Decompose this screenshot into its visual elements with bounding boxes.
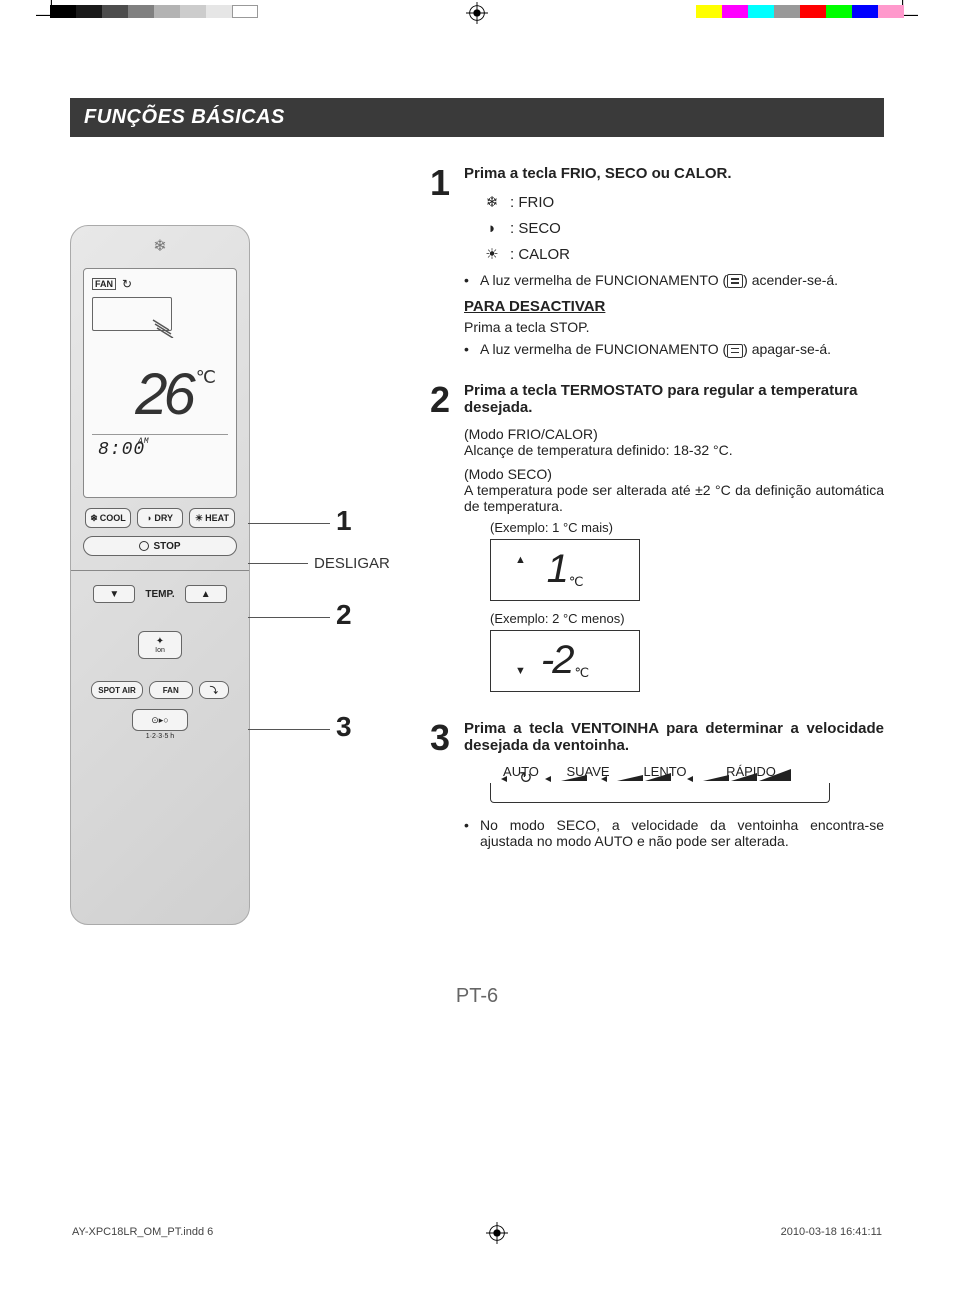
dry-mode-text: A temperatura pode ser alterada até ±2 °… [464,482,884,514]
dry-button-label: DRY [154,513,173,523]
callout-number-1: 1 [336,505,352,537]
step-1-bullet-1a: A luz vermelha de FUNCIONAMENTO ( [480,272,727,288]
grayscale-swatches [50,5,258,18]
callout-line-1 [248,523,330,524]
step-1-title: Prima a tecla FRIO, SECO ou CALOR. [464,165,884,182]
registration-mark-bottom [486,1222,508,1247]
spot-air-button[interactable]: SPOT AIR [91,681,142,699]
example-1-value: 1 [547,547,567,592]
heat-button[interactable]: ☀HEAT [189,508,235,528]
temp-down-button[interactable]: ▼ [93,585,135,603]
step-1-bullet-2b: ) apagar-se-á. [743,341,831,357]
step-3: 3 Prima a tecla VENTOINHA para determina… [430,720,884,855]
ion-label: Ion [155,647,165,654]
temp-up-button[interactable]: ▲ [185,585,227,603]
lcd-temperature: 26 [135,362,192,427]
step-2: 2 Prima a tecla TERMOSTATO para regular … [430,382,884,702]
deactivate-heading: PARA DESACTIVAR [464,298,884,315]
callout-line-3 [248,729,330,730]
remote-lcd: FAN ↻ 26℃ AM 8:00 [83,268,237,498]
step-1-bullet-2a: A luz vermelha de FUNCIONAMENTO ( [480,341,727,357]
step-2-title: Prima a tecla TERMOSTATO para regular a … [464,382,884,416]
example-2-box: ▼ -2 ℃ [490,630,640,692]
snowflake-icon: ❄ [153,236,166,256]
registration-mark-top [466,2,488,28]
temp-label: TEMP. [139,589,180,600]
fan-button[interactable]: FAN [149,681,193,699]
callout-line-2 [248,617,330,618]
example-2-label: (Exemplo: 2 °C menos) [464,611,884,626]
page-number: PT-6 [70,985,884,1008]
seco-label: : SECO [510,220,561,237]
footer-filename: AY-XPC18LR_OM_PT.indd 6 [72,1226,213,1247]
frio-icon: ❄ [482,192,502,212]
step-3-title: Prima a tecla VENTOINHA para determinar … [464,720,884,754]
ion-icon: ✦ [156,636,164,647]
stop-button[interactable]: STOP [83,536,237,556]
color-swatches [696,5,904,18]
callout-number-3: 3 [336,711,352,743]
step-3-note: No modo SECO, a velocidade da ventoinha … [480,817,884,849]
print-registration-top [0,0,954,30]
example-2-value: -2 [541,638,573,683]
print-footer: AY-XPC18LR_OM_PT.indd 6 2010-03-18 16:41… [0,1218,954,1257]
cool-button[interactable]: ❄COOL [85,508,131,528]
step-1-bullet-1b: ) acender-se-á. [743,272,838,288]
calor-label: : CALOR [510,246,570,263]
step-2-number: 2 [430,382,456,702]
svg-text:↻: ↻ [519,770,532,787]
snowflake-icon: ❄ [90,513,98,524]
temp-range-text: Alcançe de temperatura definido: 18-32 °… [464,442,884,458]
lcd-temp-unit: ℃ [196,367,212,387]
remote-control-illustration: ❄ FAN ↻ 26℃ AM 8:00 [70,225,250,925]
step-1-number: 1 [430,165,456,364]
stop-button-label: STOP [153,541,180,552]
footer-timestamp: 2010-03-18 16:41:11 [781,1226,882,1247]
section-header: FUNÇÕES BÁSICAS [70,98,884,137]
sun-icon: ☀ [195,513,203,524]
up-triangle-icon: ▲ [515,554,526,566]
example-2-unit: ℃ [574,665,589,691]
ion-button[interactable]: ✦ Ion [138,631,182,659]
step-3-number: 3 [430,720,456,855]
example-1-box: ▲ 1 ℃ [490,539,640,601]
operation-light-icon [727,344,743,358]
callout-desligar: DESLIGAR [314,555,390,572]
droplet-icon: ◗ [147,513,152,523]
temp-controls: ▼ TEMP. ▲ [83,585,237,603]
seco-icon: ◗ [482,218,502,238]
dry-button[interactable]: ◗DRY [137,508,183,528]
timer-button[interactable]: ⊙▸○ [132,709,188,731]
deactivate-text: Prima a tecla STOP. [464,319,884,335]
ac-unit-icon [92,297,172,331]
mode-cool-heat-label: (Modo FRIO/CALOR) [464,426,884,442]
lcd-fan-label: FAN [92,278,116,290]
lcd-time: 8:00 [98,440,145,460]
callout-line-desligar [248,563,308,564]
operation-light-icon [727,274,743,288]
cool-button-label: COOL [100,513,126,523]
callout-number-2: 2 [336,599,352,631]
stop-icon [139,541,149,551]
example-1-label: (Exemplo: 1 °C mais) [464,520,884,535]
heat-button-label: HEAT [205,513,229,523]
frio-label: : FRIO [510,194,554,211]
step-1: 1 Prima a tecla FRIO, SECO ou CALOR. ❄ : … [430,165,884,364]
swing-button[interactable]: ⤵ [199,681,229,699]
timer-icon: ⊙▸○ [151,715,169,726]
mode-dry-label: (Modo SECO) [464,466,884,482]
example-1-unit: ℃ [569,574,584,600]
fan-speed-diagram: AUTO SUAVE LENTO RÁPIDO ↻ [464,764,884,803]
calor-icon: ☀ [482,244,502,264]
timer-sub-label: 1·2·3·5 h [83,733,237,740]
swirl-icon: ↻ [122,277,132,291]
down-triangle-icon: ▼ [515,665,526,677]
